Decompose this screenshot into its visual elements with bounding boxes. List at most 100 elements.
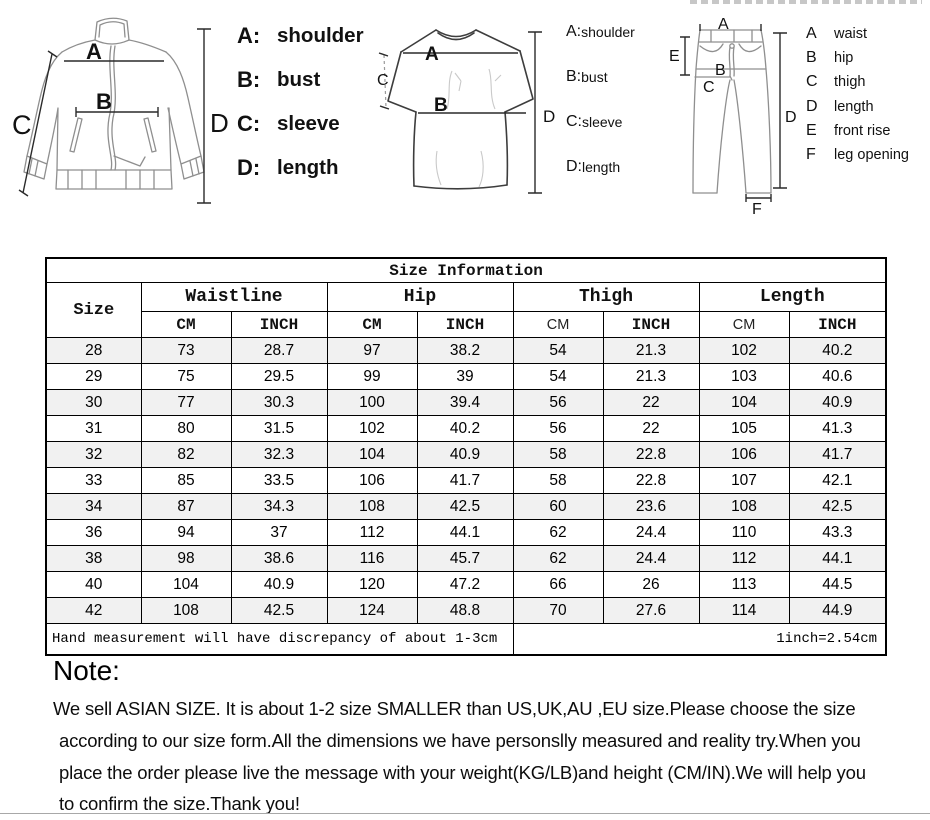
legend-key: A: [566,22,582,40]
unit-length-inch: INCH [788,311,887,338]
value-cell: 110 [698,519,790,546]
value-cell: 41.7 [788,441,887,468]
value-cell: 56 [512,389,604,416]
value-cell: 41.3 [788,415,887,442]
value-cell: 32.3 [230,441,328,468]
table-row: 30 77 30.3 100 39.4 56 22 104 40.9 [45,389,887,416]
note-line: place the order please live the message … [59,761,866,783]
value-cell: 77 [140,389,232,416]
value-cell: 105 [698,415,790,442]
size-cell: 40 [45,571,142,598]
jacket-legend: A: shoulder B: bust C: sleeve D: length [237,14,364,190]
unit-hip-cm: CM [326,311,418,338]
table-row: 36 94 37 112 44.1 62 24.4 110 43.3 [45,519,887,546]
legend-label: length [834,98,874,115]
value-cell: 40.9 [416,441,514,468]
value-cell: 113 [698,571,790,598]
legend-item: A: shoulder [237,14,364,58]
value-cell: 42.5 [230,597,328,624]
value-cell: 44.1 [416,519,514,546]
value-cell: 38.2 [416,337,514,364]
value-cell: 31.5 [230,415,328,442]
value-cell: 62 [512,519,604,546]
value-cell: 82 [140,441,232,468]
pants-mark-b: B [715,62,726,79]
value-cell: 39 [416,363,514,390]
legend-label: hip [834,50,854,67]
jacket-mark-d: D [210,108,229,138]
value-cell: 42.5 [416,493,514,520]
legend-label: shoulder [277,24,364,47]
table-row: 40 104 40.9 120 47.2 66 26 113 44.5 [45,571,887,598]
value-cell: 112 [698,545,790,572]
value-cell: 66 [512,571,604,598]
value-cell: 94 [140,519,232,546]
legend-key: F [806,146,816,164]
value-cell: 21.3 [602,337,700,364]
legend-key: C: [237,111,261,136]
value-cell: 112 [326,519,418,546]
value-cell: 56 [512,415,604,442]
value-cell: 22.8 [602,441,700,468]
value-cell: 75 [140,363,232,390]
value-cell: 26 [602,571,700,598]
legend-label: front rise [834,122,891,139]
value-cell: 62 [512,545,604,572]
legend-key: C: [566,112,582,130]
value-cell: 98 [140,545,232,572]
value-cell: 28.7 [230,337,328,364]
note-line: according to our size form.All the dimen… [59,729,861,751]
legend-label: length [582,158,621,175]
pants-mark-c: C [703,79,715,96]
tshirt-mark-b: B [434,95,448,116]
value-cell: 30.3 [230,389,328,416]
value-cell: 22.8 [602,467,700,494]
legend-key: C [806,73,818,91]
value-cell: 104 [140,571,232,598]
watermark-remnant [690,0,922,4]
value-cell: 106 [698,441,790,468]
legend-label: waist [834,26,868,43]
note-heading: Note: [53,655,120,686]
value-cell: 104 [698,389,790,416]
value-cell: 40.2 [416,415,514,442]
value-cell: 40.9 [788,389,887,416]
value-cell: 97 [326,337,418,364]
value-cell: 54 [512,337,604,364]
legend-item: D: length [566,144,635,189]
value-cell: 24.4 [602,545,700,572]
table-row: 28 73 28.7 97 38.2 54 21.3 102 40.2 [45,337,887,364]
legend-key: D: [566,157,582,175]
value-cell: 58 [512,467,604,494]
tshirt-mark-c: C [377,72,389,89]
note-body: We sell ASIAN SIZE. It is about 1-2 size… [53,693,913,820]
unit-thigh-cm: CM [512,311,604,338]
legend-label: bust [277,68,321,91]
legend-key: D [806,97,818,115]
table-row: 42 108 42.5 124 48.8 70 27.6 114 44.9 [45,597,887,624]
value-cell: 27.6 [602,597,700,624]
value-cell: 39.4 [416,389,514,416]
value-cell: 99 [326,363,418,390]
value-cell: 54 [512,363,604,390]
value-cell: 44.1 [788,545,887,572]
value-cell: 102 [326,415,418,442]
value-cell: 22 [602,389,700,416]
tshirt-mark-d: D [543,107,555,126]
table-row: 31 80 31.5 102 40.2 56 22 105 41.3 [45,415,887,442]
legend-label: sleeve [277,112,340,135]
legend-label: thigh [834,74,866,91]
table-row: 32 82 32.3 104 40.9 58 22.8 106 41.7 [45,441,887,468]
size-cell: 34 [45,493,142,520]
size-cell: 33 [45,467,142,494]
size-cell: 32 [45,441,142,468]
jacket-mark-c: C [12,110,32,140]
col-header-hip: Hip [326,282,514,312]
size-cell: 31 [45,415,142,442]
value-cell: 40.9 [230,571,328,598]
